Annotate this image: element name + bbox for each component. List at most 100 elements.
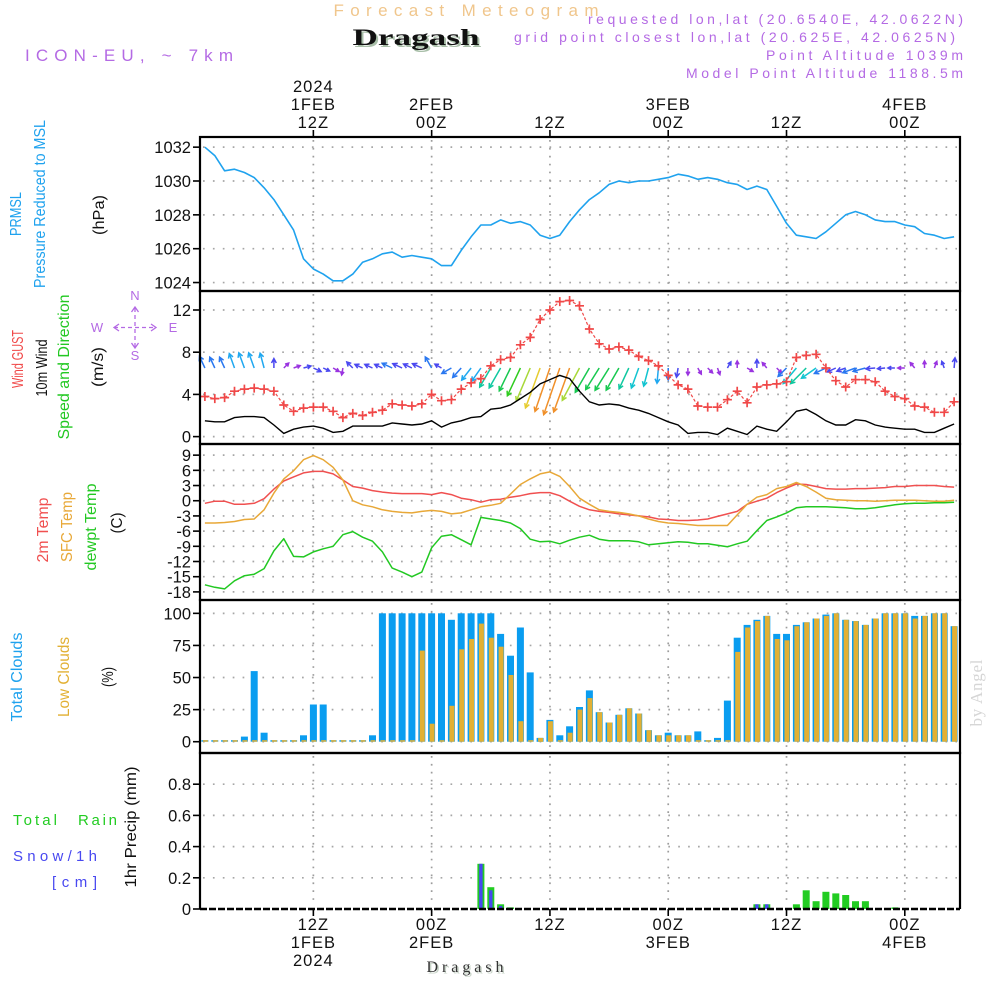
wind-gust-marker [328,406,338,416]
wind-gust-marker [269,386,279,396]
wind-arrow [800,367,817,380]
y-tick-label: 6 [182,462,191,480]
wind-gust-marker [338,413,348,423]
model-name: ICON-EU, ~ 7km [25,46,233,65]
y-tick-label: -15 [167,569,191,587]
low-cloud-bar [922,615,928,742]
y-tick-label: -18 [167,584,191,602]
pressure-unit-label: (hPa) [91,195,108,235]
total-cloud-bar [438,613,445,742]
low-cloud-bar [735,651,741,742]
low-cloud-bar [597,712,603,742]
low-cloud-bar [360,740,366,742]
wind-arrow [345,360,354,369]
rain-bar [852,901,859,909]
wind-gust-marker [949,397,959,407]
y-tick-label: 1026 [154,241,191,259]
y-tick-label: 50 [173,670,191,688]
low-cloud-bar [281,740,287,742]
wind-arrow [641,367,650,388]
y-tick-label: 1028 [154,207,191,225]
y-tick-label: 0 [182,734,191,752]
low-cloud-bar [952,626,958,742]
wind-gust-marker [742,398,752,408]
wind-gust-marker [644,356,653,366]
bottom-time-label: 3FEB [646,934,691,952]
wind-arrow [922,359,928,368]
low-cloud-bar [449,705,455,742]
wind-arrow [506,367,522,398]
low-cloud-bar [892,613,898,742]
compass-north-arrowhead-icon [130,305,140,313]
low-cloud-bar [271,740,277,742]
y-tick-label: 0.4 [168,839,191,857]
wind-gust-marker [732,386,742,396]
precip-unit-label: 1hr Precip (mm) [123,767,140,888]
wind-arrow [488,367,502,390]
low-cloud-bar [843,619,849,742]
total-cloud-bar [516,627,524,742]
bottom-time-label: 1FEB [291,934,336,952]
low-cloud-bar [912,618,918,742]
low-cloud-bar [725,740,731,742]
y-tick-label: 1024 [154,275,191,293]
wind-arrow [339,367,345,377]
model-point-altitude: Model Point Altitude 1188.5m [686,65,963,81]
temp-unit-label: (C) [109,513,126,534]
low-cloud-bar [469,639,475,742]
total-cloud-bar [250,671,258,742]
low-cloud-bar [488,637,494,742]
wind-arrow [886,365,895,371]
wind-gust-marker [653,361,663,371]
wind-gust-marker [289,406,299,416]
total-cloud-bar [319,704,327,742]
wind-gust-marker [210,394,220,404]
low-cloud-bar [616,714,622,742]
wind-gust-marker [377,405,387,415]
low-cloud-bar [321,740,327,742]
wind-arrow [542,367,561,417]
top-time-label: 4FEB [882,96,927,114]
wind-gust-marker [831,376,841,386]
wind-arrow [754,357,760,368]
wind-arrow [933,359,939,369]
temp-sfc-label: SFC Temp [59,492,76,562]
wind-arrow [697,367,703,376]
low-cloud-bar [202,740,208,742]
rain-bar [832,893,840,909]
wind-gust-marker [841,382,851,392]
wind-gust-marker [683,384,693,394]
wind-gust-marker [772,379,782,389]
low-cloud-bar [942,613,948,742]
total-rain-label-rain: Rain [78,812,117,829]
wind-gust-marker [368,407,377,417]
wind-arrow [909,361,916,369]
wind-arrow [460,367,472,382]
total-cloud-bar [723,700,731,742]
wind-gust-marker [584,324,594,334]
low-clouds-label: Low Clouds [56,637,73,717]
bottom-time-label: 12Z [534,916,565,934]
low-cloud-bar [567,732,573,742]
low-cloud-bar [883,613,889,742]
snow-bar [479,863,483,909]
low-cloud-bar [626,708,632,742]
wind-10m-label: 10m Wind [34,340,51,397]
wind-arrow [258,351,265,369]
top-time-label: 00Z [653,114,684,132]
bottom-time-label: 2FEB [409,934,454,952]
low-cloud-bar [528,740,534,742]
low-cloud-bar [676,735,682,742]
header: Forecast Meteogram Dragash Dragash ICON-… [25,1,963,81]
y-tick-label: -9 [176,538,191,556]
wind-gust-marker [900,394,910,404]
y-tick-label: -12 [167,554,191,572]
low-cloud-bar [400,740,406,742]
wind-gust-marker [456,384,466,394]
wind-arrow [270,357,277,368]
low-cloud-bar [547,721,553,742]
wind-arrow [851,367,866,374]
location-title: Dragash [353,25,480,50]
compass-east-label: E [169,320,178,335]
